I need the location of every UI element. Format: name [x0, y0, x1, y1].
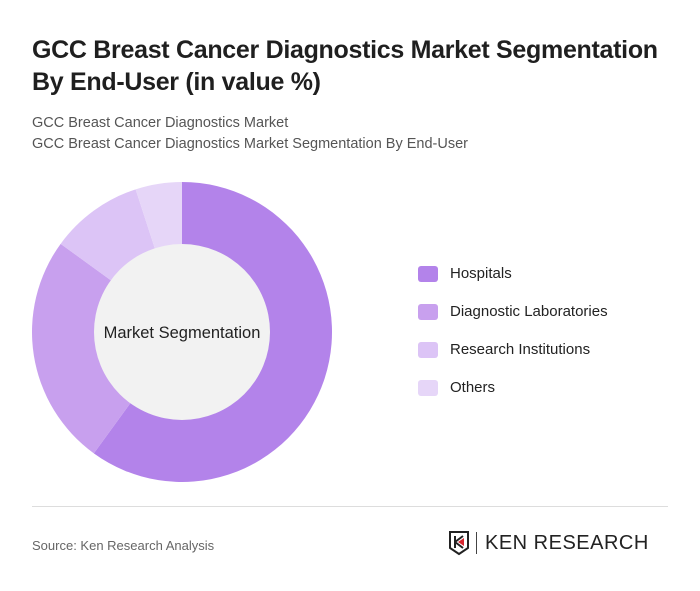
legend-swatch [418, 265, 438, 282]
source-note: Source: Ken Research Analysis [32, 538, 215, 553]
donut-chart: Market Segmentation [32, 182, 332, 482]
divider [32, 506, 668, 507]
legend-swatch [418, 341, 438, 358]
donut-hole [94, 244, 270, 420]
legend-swatch [418, 379, 438, 396]
legend-item-hospitals[interactable]: Hospitals [418, 264, 608, 283]
chart-subtitle-2: GCC Breast Cancer Diagnostics Market Seg… [32, 136, 468, 152]
ken-research-logo: KEN RESEARCH [448, 530, 649, 556]
legend: Hospitals Diagnostic Laboratories Resear… [418, 264, 608, 416]
legend-item-others[interactable]: Others [418, 378, 608, 397]
legend-item-research-institutions[interactable]: Research Institutions [418, 340, 608, 359]
logo-text: KEN RESEARCH [485, 531, 649, 554]
legend-item-diagnostic-laboratories[interactable]: Diagnostic Laboratories [418, 302, 608, 321]
legend-label: Diagnostic Laboratories [450, 303, 608, 320]
ken-logo-icon [449, 531, 469, 556]
chart-title: GCC Breast Cancer Diagnostics Market Seg… [32, 36, 658, 96]
center-label: Market Segmentation [104, 324, 261, 342]
legend-swatch [418, 303, 438, 320]
legend-label: Research Institutions [450, 341, 591, 358]
chart-subtitle: GCC Breast Cancer Diagnostics Market [32, 115, 289, 131]
legend-label: Others [450, 379, 496, 396]
legend-label: Hospitals [450, 265, 512, 282]
